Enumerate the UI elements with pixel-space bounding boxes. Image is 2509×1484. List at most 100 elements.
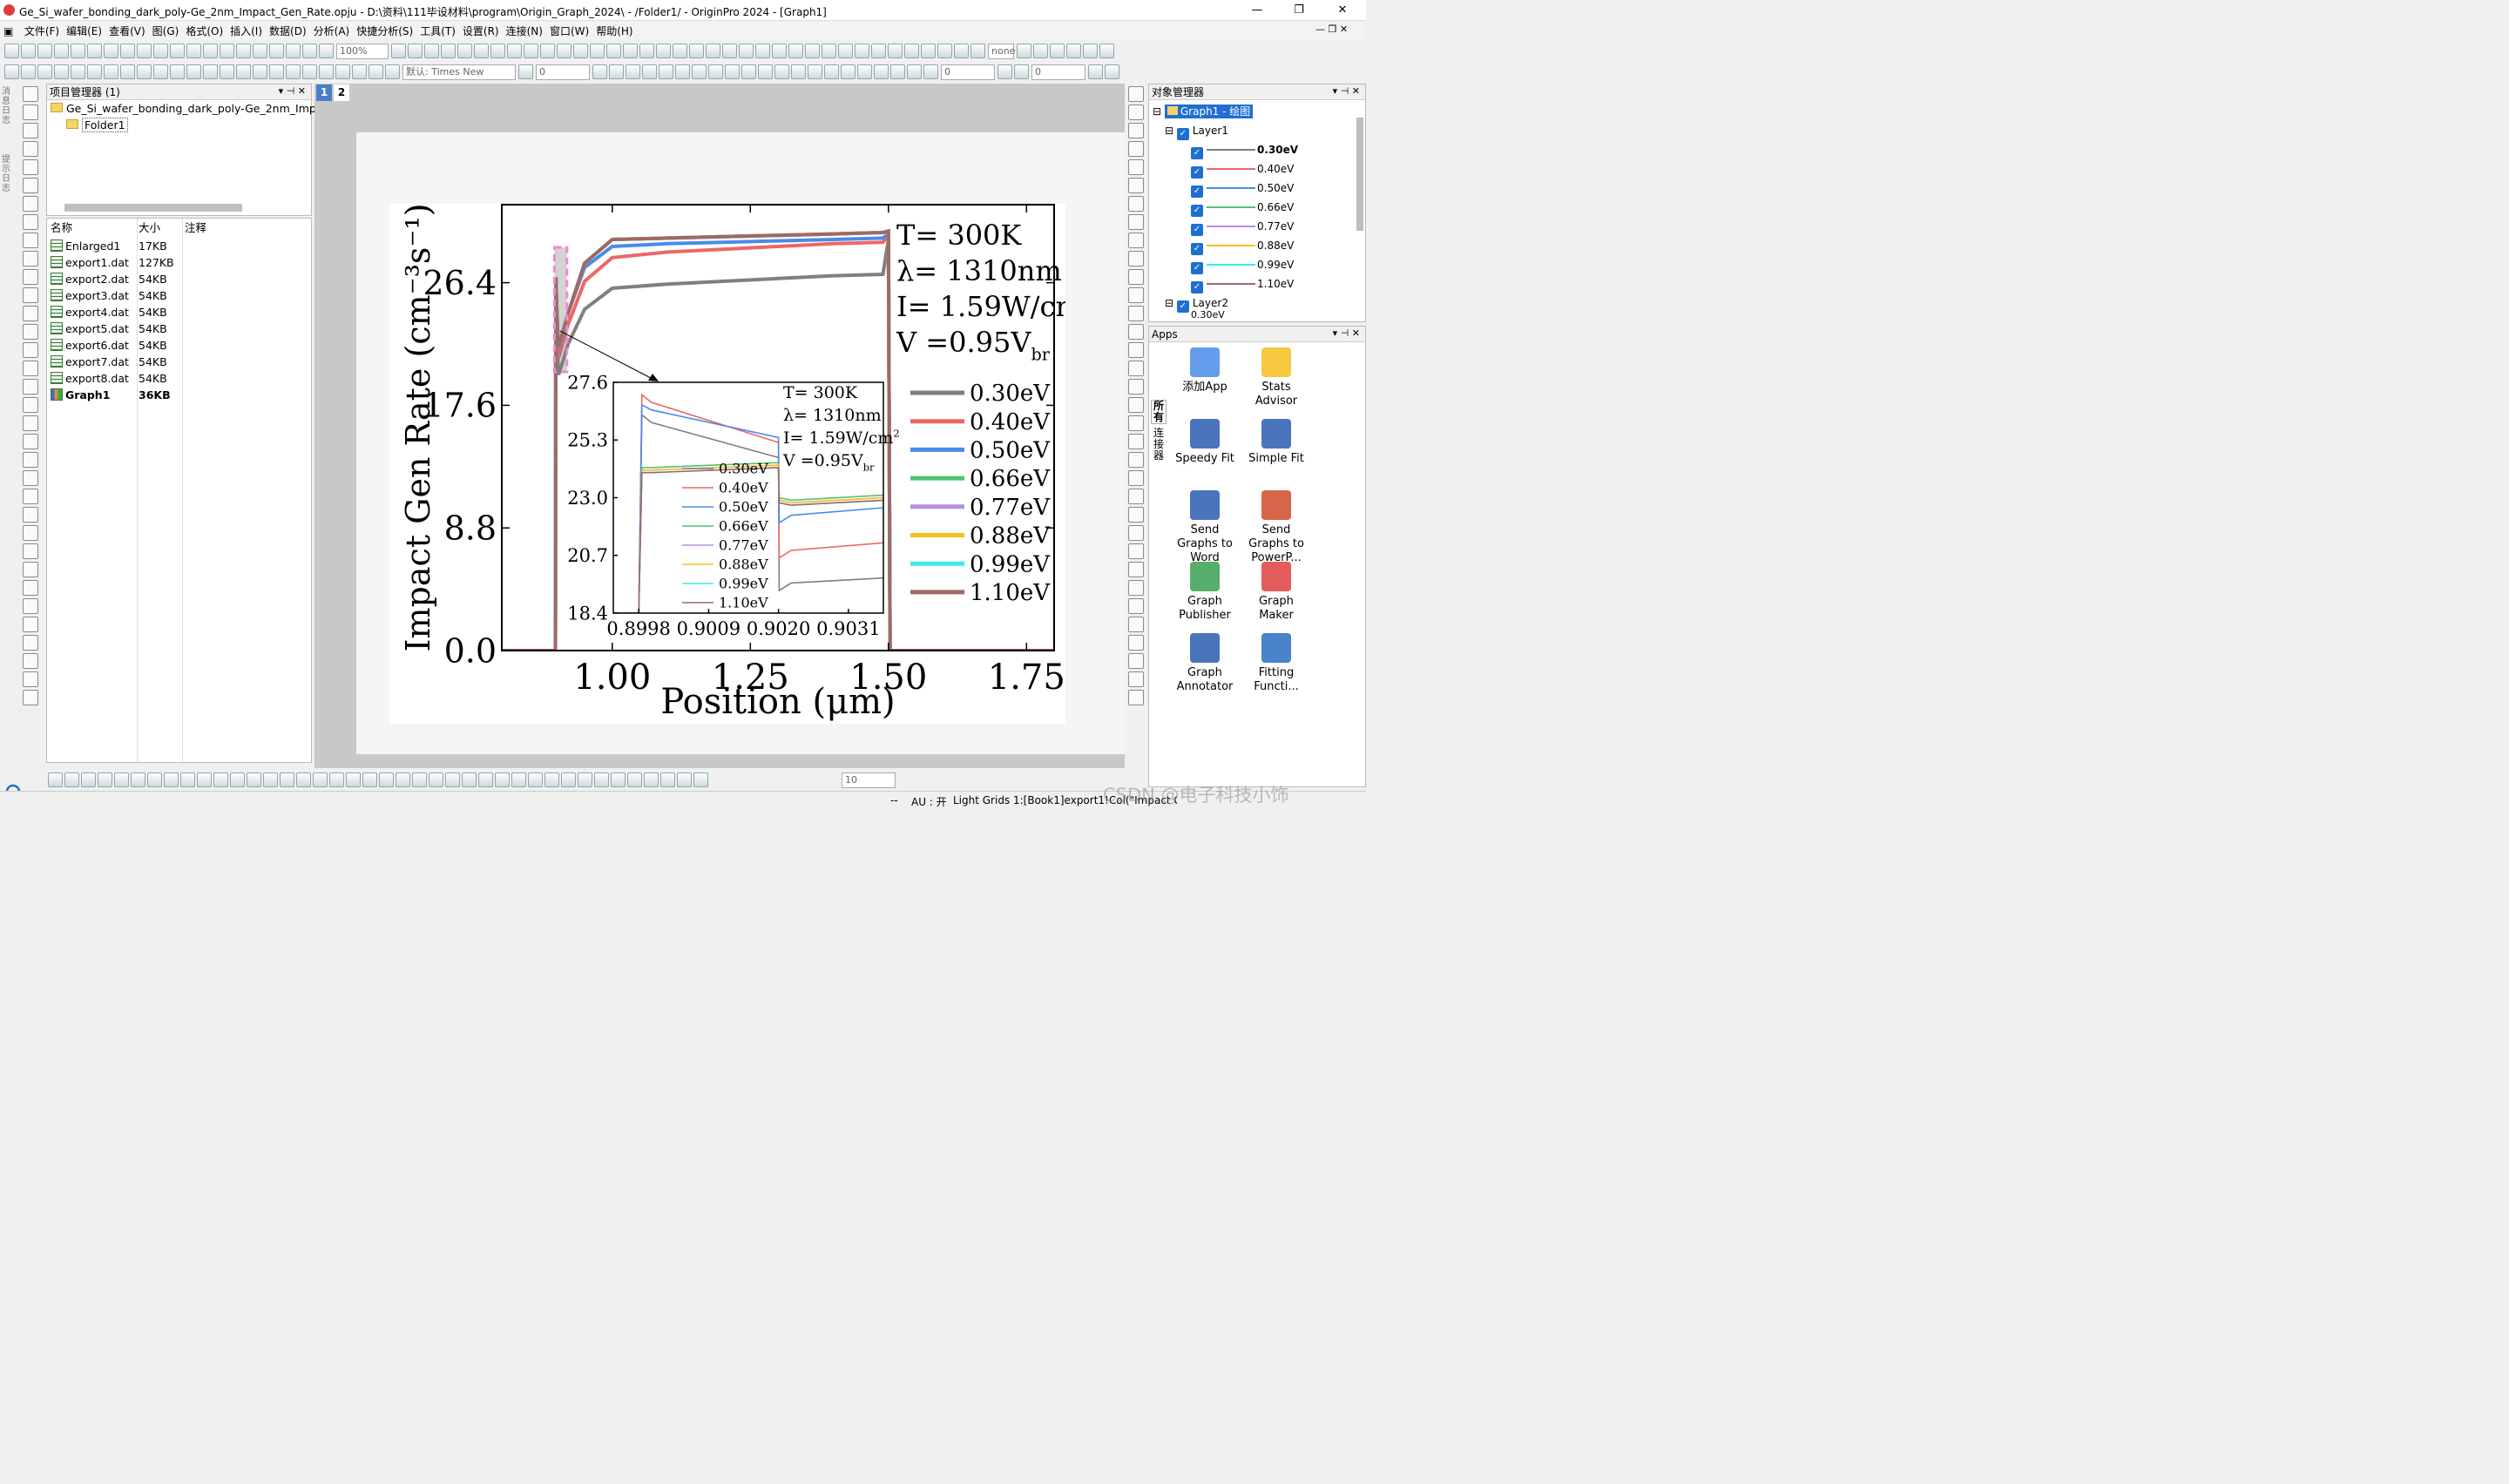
checkbox-icon[interactable]: ✓ (1191, 281, 1203, 293)
toolbar-button-icon[interactable] (642, 64, 657, 79)
tool-icon[interactable] (23, 141, 38, 157)
graph-tool-icon[interactable] (1128, 543, 1144, 559)
vertical-scrollbar[interactable] (1356, 118, 1363, 231)
toolbar-button-icon[interactable] (170, 44, 185, 58)
toolbar-button-icon[interactable] (692, 64, 707, 79)
toolbar-button-icon[interactable] (220, 64, 234, 79)
toolbar-button-icon[interactable] (302, 64, 317, 79)
toolbar-button-icon[interactable] (131, 772, 145, 787)
app-powerpoint[interactable]: Send Graphs to PowerP... (1241, 490, 1311, 565)
status-grids[interactable]: Light Grids (953, 794, 1011, 806)
tool-icon[interactable] (23, 379, 38, 395)
checkbox-icon[interactable]: ✓ (1191, 166, 1203, 179)
line-size-combo[interactable]: 0 (941, 64, 995, 80)
graph-tool-icon[interactable] (1128, 671, 1144, 687)
menu-item-2[interactable]: 查看(V) (109, 25, 145, 37)
toolbar-button-icon[interactable] (269, 44, 284, 58)
plot-node[interactable]: ✓ 0.40eV (1149, 159, 1365, 179)
graph-tool-icon[interactable] (1128, 269, 1144, 285)
menu-item-3[interactable]: 图(G) (152, 25, 179, 37)
toolbar-button-icon[interactable] (923, 64, 938, 79)
file-row[interactable]: export4.dat 54KB (47, 304, 311, 320)
toolbar-button-icon[interactable] (104, 64, 118, 79)
graph-tool-icon[interactable] (1128, 324, 1144, 340)
toolbar-button-icon[interactable] (544, 772, 559, 787)
file-row[interactable]: export7.dat 54KB (47, 354, 311, 370)
toolbar-button-icon[interactable] (644, 772, 659, 787)
tool-icon[interactable] (23, 452, 38, 468)
toolbar-button-icon[interactable] (37, 64, 52, 79)
toolbar-button-icon[interactable] (54, 44, 69, 58)
graph-tool-icon[interactable] (1128, 470, 1144, 486)
toolbar-button-icon[interactable] (1105, 64, 1119, 79)
toolbar-button-icon[interactable] (313, 772, 328, 787)
tool-icon[interactable] (23, 653, 38, 669)
menu-item-8[interactable]: 快捷分析(S) (356, 25, 414, 37)
graph-tool-icon[interactable] (1128, 214, 1144, 230)
toolbar-button-icon[interactable] (805, 44, 820, 58)
toolbar-button-icon[interactable] (329, 772, 344, 787)
toolbar-button-icon[interactable] (772, 44, 787, 58)
toolbar-button-icon[interactable] (890, 64, 905, 79)
file-row[interactable]: export5.dat 54KB (47, 320, 311, 337)
graph-canvas[interactable]: 1.00 1.25 1.50 1.750.08.817.626.4T= 300Kλ= … (389, 204, 1065, 724)
checkbox-icon[interactable]: ✓ (1191, 205, 1203, 217)
tool-icon[interactable] (23, 507, 38, 523)
toolbar-button-icon[interactable] (120, 64, 135, 79)
toolbar-button-icon[interactable] (904, 44, 919, 58)
toolbar-button-icon[interactable] (186, 44, 201, 58)
tool-icon[interactable] (23, 415, 38, 431)
toolbar-button-icon[interactable] (286, 64, 301, 79)
toolbar-button-icon[interactable] (725, 64, 740, 79)
app-graph-annotator[interactable]: Graph Annotator (1170, 633, 1240, 694)
toolbar-button-icon[interactable] (362, 772, 377, 787)
toolbar-button-icon[interactable] (457, 44, 472, 58)
graph-tool-icon[interactable] (1128, 690, 1144, 705)
menu-item-5[interactable]: 插入(I) (230, 25, 263, 37)
toolbar-button-icon[interactable] (429, 772, 443, 787)
bottom-size-combo[interactable]: 10 (842, 772, 896, 788)
checkbox-icon[interactable]: ✓ (1191, 243, 1203, 255)
toolbar-button-icon[interactable] (741, 64, 756, 79)
graph-tool-icon[interactable] (1128, 635, 1144, 651)
graph-tool-icon[interactable] (1128, 361, 1144, 376)
checkbox-icon[interactable]: ✓ (1191, 262, 1203, 274)
toolbar-button-icon[interactable] (1014, 64, 1029, 79)
tool-icon[interactable] (23, 287, 38, 303)
graph-tool-icon[interactable] (1128, 306, 1144, 321)
toolbar-button-icon[interactable] (838, 44, 853, 58)
toolbar-button-icon[interactable] (87, 64, 102, 79)
toolbar-button-icon[interactable] (495, 772, 510, 787)
size-combo[interactable]: 0 (1031, 64, 1085, 80)
toolbar-button-icon[interactable] (626, 64, 640, 79)
layer-tab-2[interactable]: 2 (334, 84, 349, 101)
toolbar-button-icon[interactable] (335, 64, 350, 79)
zoom-combo[interactable]: 100% (336, 44, 389, 59)
toolbar-button-icon[interactable] (755, 44, 770, 58)
toolbar-button-icon[interactable] (739, 44, 754, 58)
horizontal-scrollbar[interactable] (64, 204, 242, 212)
toolbar-button-icon[interactable] (462, 772, 477, 787)
toolbar-button-icon[interactable] (474, 44, 489, 58)
toolbar-button-icon[interactable] (203, 44, 218, 58)
mdi-controls[interactable]: — ❐ ✕ (1315, 24, 1349, 35)
toolbar-button-icon[interactable] (874, 64, 889, 79)
tool-icon[interactable] (23, 306, 38, 321)
checkbox-icon[interactable]: ✓ (1191, 186, 1203, 198)
toolbar-button-icon[interactable] (841, 64, 855, 79)
graph-tool-icon[interactable] (1128, 141, 1144, 157)
apps-tab-connectors[interactable]: 连接器 (1153, 427, 1164, 462)
toolbar-button-icon[interactable] (346, 772, 361, 787)
file-row[interactable]: export8.dat 54KB (47, 370, 311, 387)
toolbar-button-icon[interactable] (71, 44, 85, 58)
tool-icon[interactable] (23, 86, 38, 102)
toolbar-button-icon[interactable] (578, 772, 592, 787)
toolbar-button-icon[interactable] (269, 64, 284, 79)
toolbar-button-icon[interactable] (424, 44, 439, 58)
tool-icon[interactable] (23, 361, 38, 376)
tool-icon[interactable] (23, 580, 38, 596)
toolbar-button-icon[interactable] (247, 772, 261, 787)
file-row[interactable]: export1.dat 127KB (47, 254, 311, 271)
graph-tool-icon[interactable] (1128, 397, 1144, 413)
tool-icon[interactable] (23, 690, 38, 705)
